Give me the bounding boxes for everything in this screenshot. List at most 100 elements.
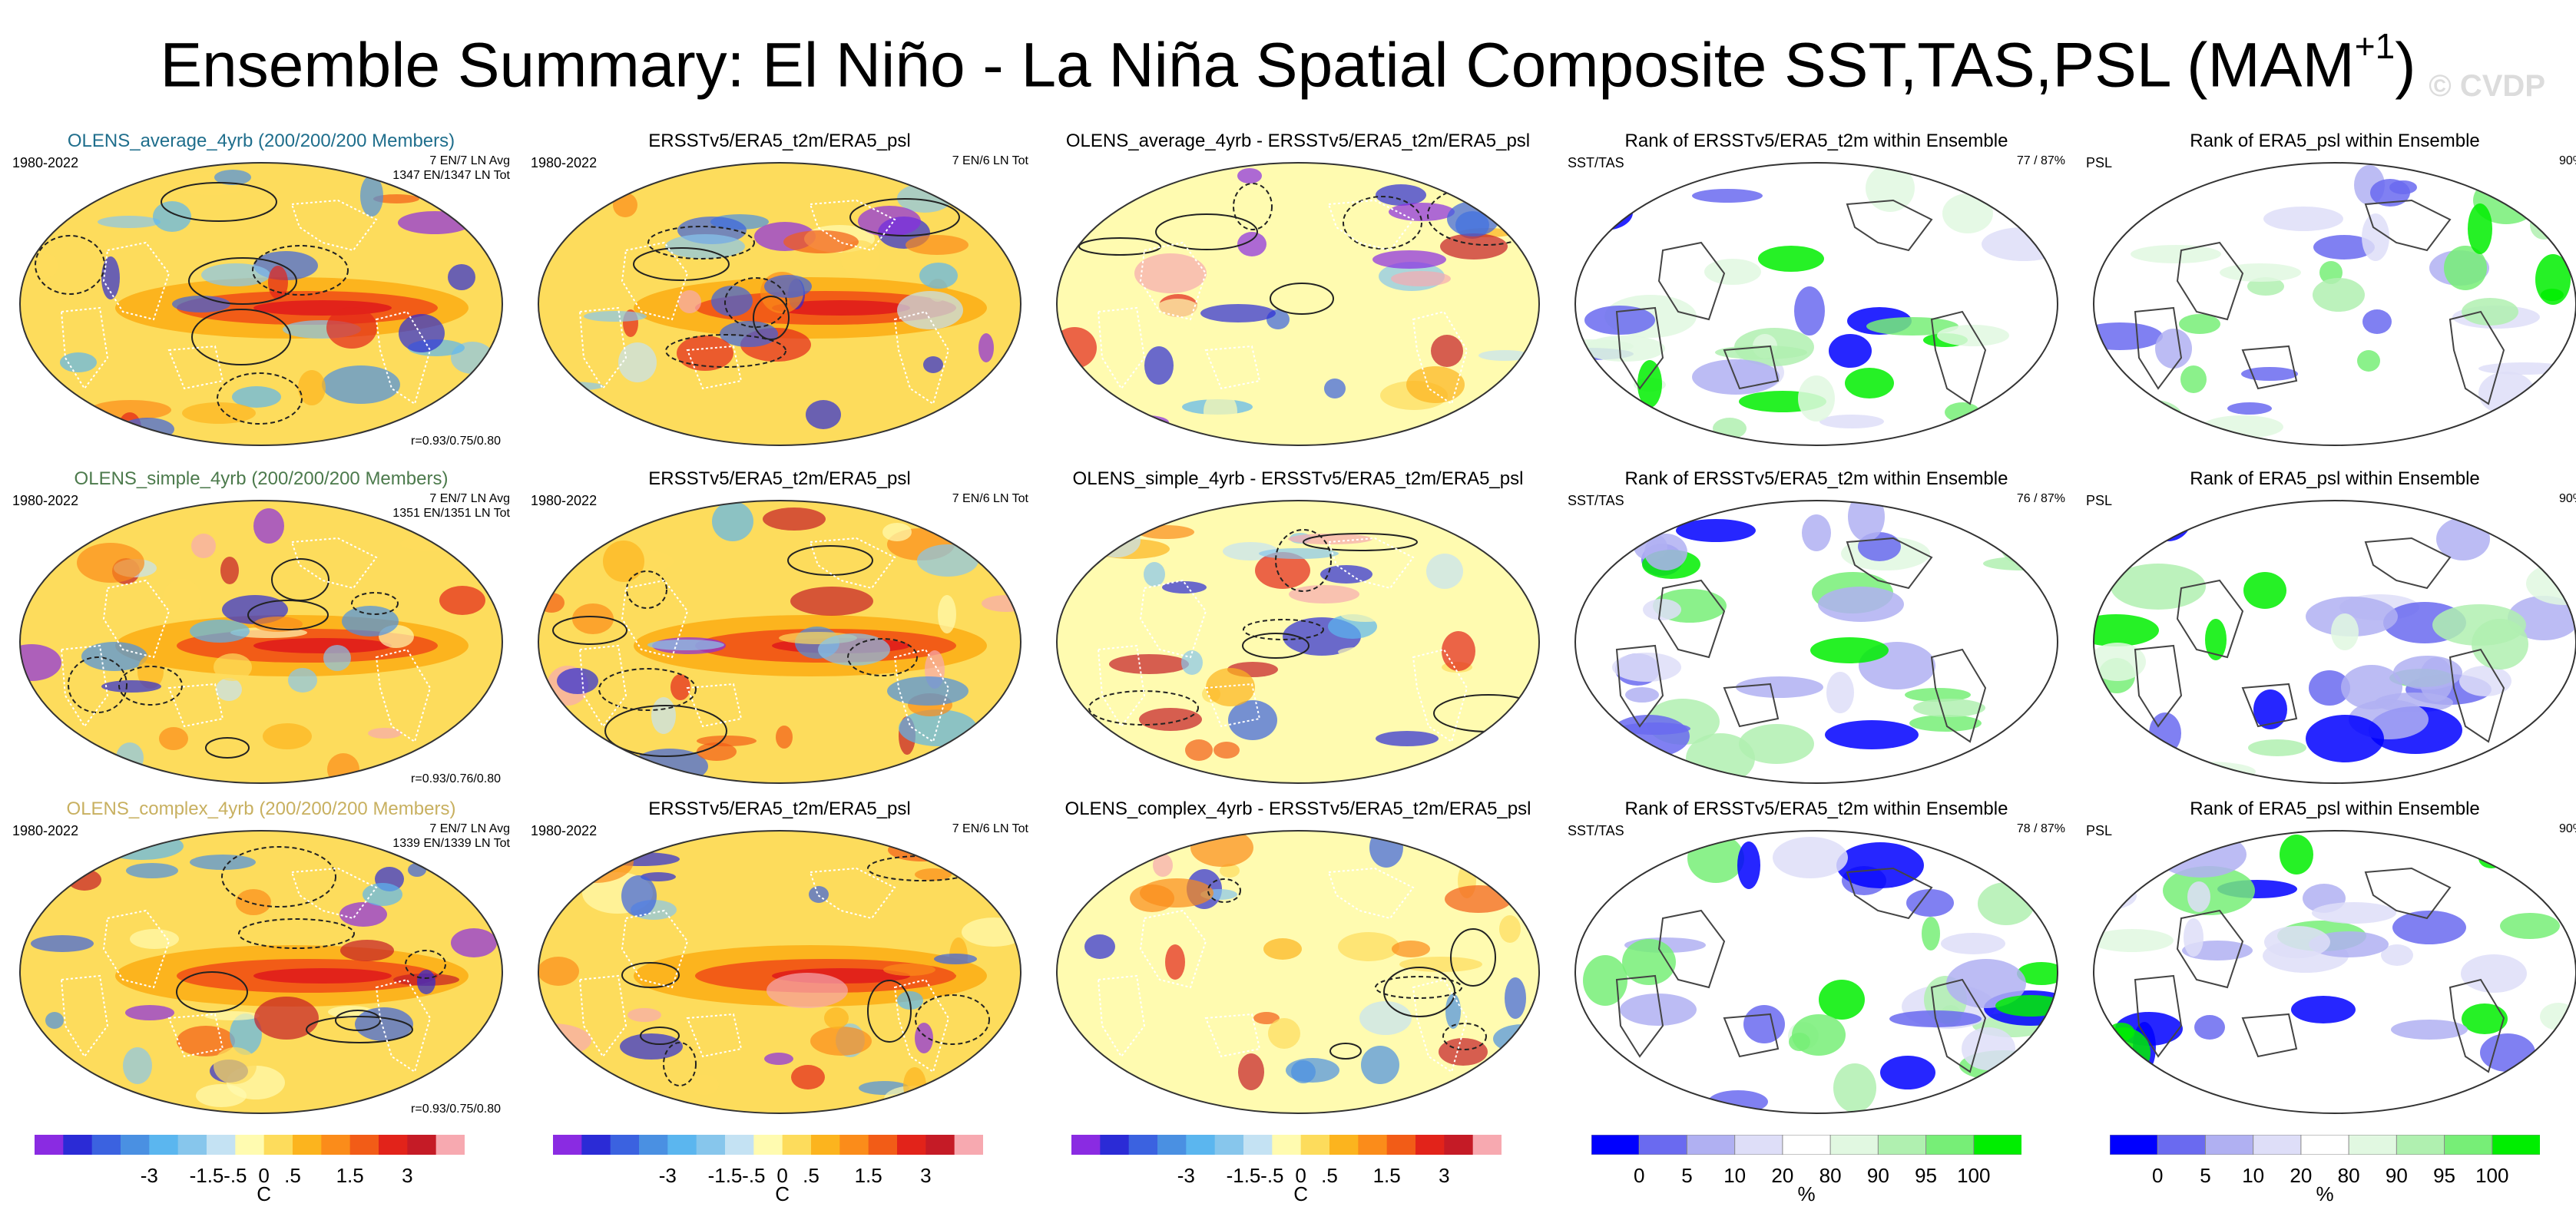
- coastline: [893, 978, 950, 1073]
- anomaly-patch: [451, 928, 497, 957]
- colorbar-tick-label: 0: [776, 1164, 788, 1187]
- colorbar-swatch: [321, 1135, 351, 1155]
- anomaly-patch: [887, 676, 968, 706]
- panel-title: Rank of ERSSTv5/ERA5_t2m within Ensemble: [1624, 131, 2008, 151]
- anomaly-patch: [915, 868, 952, 881]
- rank-patch: [1637, 360, 1662, 408]
- anomaly-patch: [360, 175, 383, 217]
- anomaly-patch: [1376, 184, 1426, 206]
- coastline: [1846, 867, 1933, 920]
- coastline: [1657, 241, 1726, 321]
- anomaly-patch: [1505, 977, 1526, 1019]
- anomaly-patch: [1134, 253, 1207, 293]
- psl-contour: [1275, 529, 1332, 592]
- anomaly-patch: [618, 342, 657, 382]
- colorbar-tick-label: .5: [803, 1164, 819, 1187]
- coastline: [102, 909, 171, 989]
- temperature-colorbar: -3 -1.5 -.5 0 .5 1.5 3 C: [35, 1135, 465, 1205]
- anomaly-patch: [268, 266, 288, 299]
- rank-patch: [1819, 415, 1884, 428]
- panel-count-label: 77 / 87%: [2017, 154, 2065, 168]
- anomaly-patch: [35, 386, 51, 395]
- coastline: [2134, 974, 2183, 1058]
- coastline: [1930, 978, 1987, 1073]
- colorbar-tick-label: 95: [2433, 1164, 2456, 1187]
- anomaly-patch: [1263, 938, 1302, 960]
- rank-patch: [1644, 534, 1687, 570]
- colorbar-tick-label: 10: [2242, 1164, 2265, 1187]
- colorbar-swatch: [725, 1135, 754, 1155]
- panel-title: OLENS_complex_4yrb - ERSSTv5/ERA5_t2m/ER…: [1065, 798, 1531, 819]
- anomaly-patch: [677, 336, 733, 371]
- psl-contour: [633, 247, 730, 281]
- psl-contour: [405, 950, 446, 979]
- anomaly-patch: [783, 230, 859, 253]
- panel-count-label: 7 EN/6 LN Tot: [952, 822, 1028, 836]
- map-panel-difference: OLENS_simple_4yrb - ERSSTv5/ERA5_t2m/ERA…: [1045, 468, 1551, 791]
- psl-contour: [118, 666, 183, 706]
- rank-patch: [2309, 670, 2350, 706]
- anomaly-patch: [1369, 831, 1403, 868]
- anomaly-patch: [1237, 168, 1262, 183]
- coastline: [167, 683, 224, 728]
- colorbar-unit: %: [1797, 1182, 1816, 1205]
- rank-patch: [2511, 1076, 2576, 1113]
- colorbar-tick-label: 5: [1681, 1164, 1693, 1187]
- anomaly-patch: [1392, 941, 1430, 957]
- colorbar-tick-label: 10: [1723, 1164, 1747, 1187]
- anomaly-patch: [978, 333, 994, 362]
- anomaly-patch: [1181, 650, 1203, 675]
- rank-patch: [2459, 666, 2511, 696]
- psl-contour: [1303, 533, 1418, 551]
- anomaly-patch: [153, 201, 191, 232]
- anomaly-patch: [1406, 366, 1465, 403]
- temperature-colorbar: -3 -1.5 -.5 0 .5 1.5 3 C: [553, 1135, 984, 1205]
- coastline: [1930, 310, 1987, 405]
- anomaly-patch: [1452, 831, 1493, 864]
- panel-count-line: 1351 EN/1351 LN Tot: [392, 507, 510, 520]
- map-rank: [2093, 162, 2576, 446]
- map-difference: [1056, 162, 1540, 446]
- psl-contour: [351, 592, 399, 615]
- coastline: [1097, 974, 1146, 1058]
- psl-contour: [1450, 928, 1496, 987]
- rank-patch: [1612, 653, 1681, 682]
- coastline: [102, 579, 171, 659]
- anomaly-patch: [1340, 607, 1391, 622]
- anomaly-patch: [1253, 1012, 1280, 1024]
- anomaly-patch: [125, 1005, 174, 1020]
- psl-contour: [640, 1027, 680, 1045]
- anomaly-patch: [288, 668, 317, 693]
- coastline: [1615, 306, 1664, 390]
- rank-patch: [2331, 613, 2359, 650]
- psl-contour: [1207, 878, 1241, 903]
- panel-count-line: 90%: [2558, 822, 2576, 835]
- rank-patch: [1913, 699, 1985, 717]
- panel-count-line: 1339 EN/1339 LN Tot: [392, 837, 510, 850]
- map-composite: [538, 830, 1021, 1114]
- psl-contour: [1383, 967, 1455, 1017]
- anomaly-patch: [232, 386, 281, 408]
- colorbar-swatch: [581, 1135, 611, 1155]
- anomaly-patch: [126, 863, 178, 878]
- rank-patch: [1687, 834, 1744, 883]
- panel-title: ERSSTv5/ERA5_t2m/ERA5_psl: [648, 131, 911, 151]
- colorbar-tick-label: -.5: [742, 1164, 766, 1187]
- anomaly-patch: [678, 290, 701, 313]
- rank-patch: [1818, 587, 1904, 622]
- panel-count-label: 90%: [2559, 491, 2576, 506]
- colorbar-tick-label: -1.5: [1226, 1164, 1261, 1187]
- psl-contour: [238, 918, 355, 949]
- rank-patch: [1866, 164, 1915, 212]
- map-composite: [538, 162, 1021, 446]
- rank-patch: [1825, 720, 1919, 749]
- colorbar-swatch: [63, 1135, 93, 1155]
- colorbar-swatch: [1157, 1135, 1187, 1155]
- colorbar-tick-label: -3: [658, 1164, 677, 1187]
- rank-patch: [2143, 831, 2187, 865]
- anomaly-patch: [923, 356, 943, 373]
- anomaly-patch: [368, 728, 402, 739]
- anomaly-patch: [1499, 915, 1521, 943]
- coastline: [2241, 345, 2298, 390]
- coastline: [60, 644, 109, 728]
